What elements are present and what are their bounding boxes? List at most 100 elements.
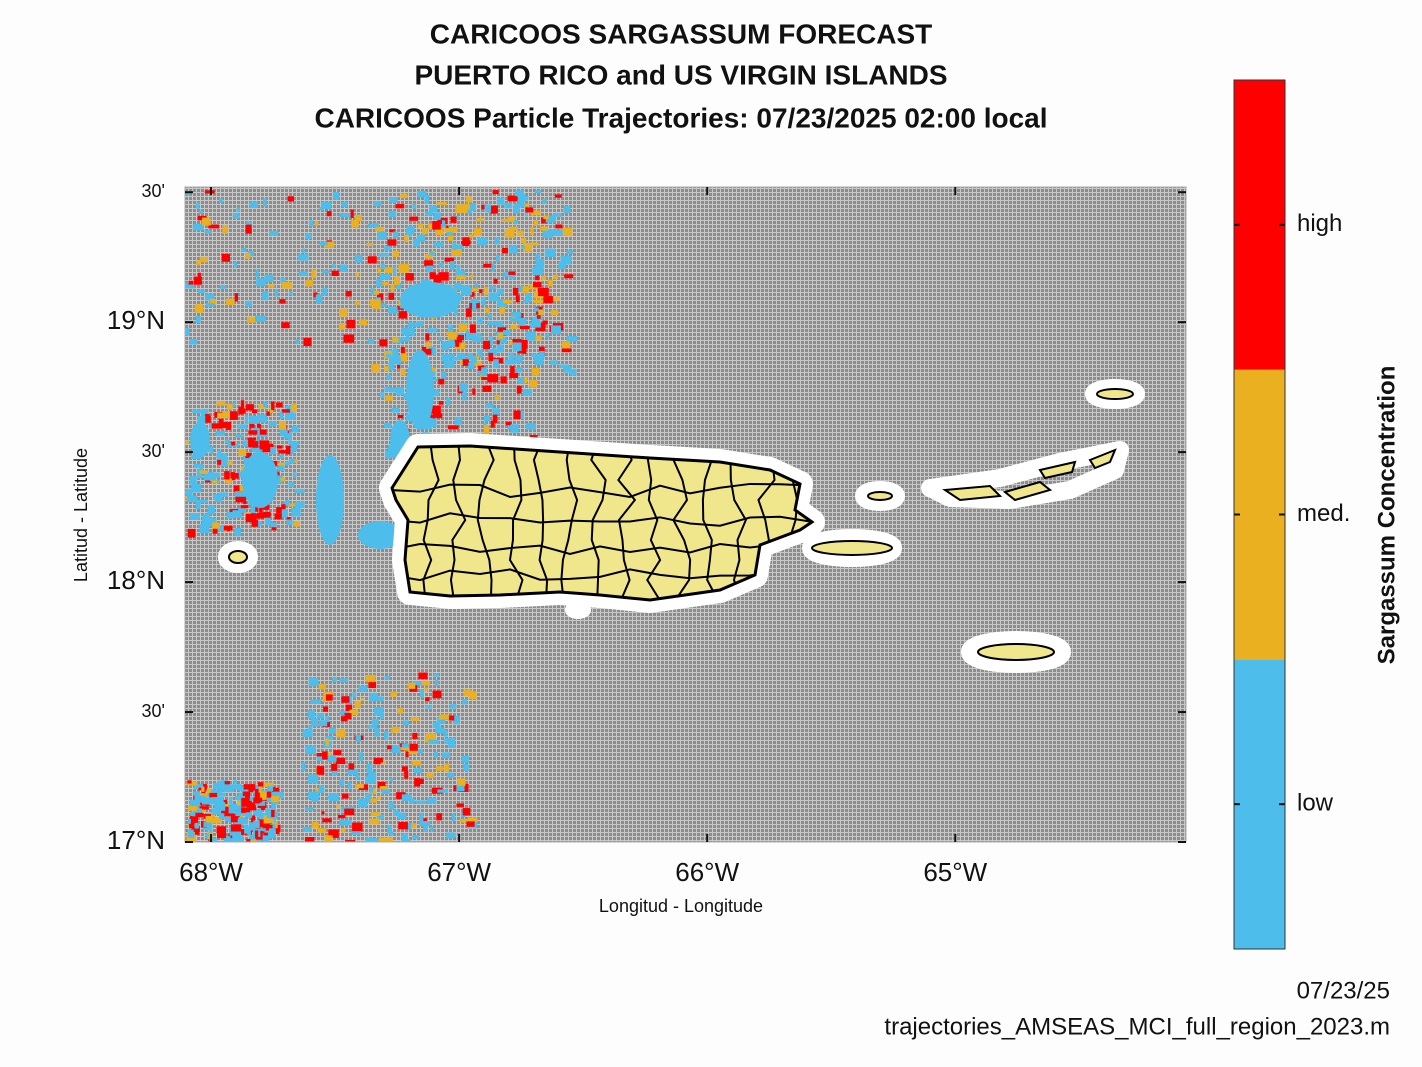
sargassum-cell (377, 796, 381, 800)
sargassum-cell (278, 465, 285, 471)
sargassum-cell (483, 422, 487, 428)
sargassum-cell (393, 809, 399, 817)
sargassum-cell (245, 404, 254, 411)
sargassum-patch (316, 455, 344, 545)
axes: 68°W 67°W 66°W 65°W 17°N 30' 18°N 30' 19°N 30' (107, 181, 1186, 887)
sargassum-cell (234, 491, 246, 497)
sargassum-cell (213, 783, 224, 790)
sargassum-cell (497, 327, 507, 337)
sargassum-cell (382, 837, 393, 842)
sargassum-cell (185, 328, 190, 336)
y-tick-label: 18°N (107, 565, 165, 595)
sargassum-cell (428, 223, 433, 230)
sargassum-cell (514, 203, 525, 208)
sargassum-cell (448, 333, 457, 340)
sargassum-cell (421, 228, 428, 235)
sargassum-cell (284, 461, 290, 466)
sargassum-cell (516, 385, 522, 394)
sargassum-cell (455, 204, 466, 213)
sargassum-cell (239, 813, 243, 820)
sargassum-cell (510, 366, 515, 375)
sargassum-cell (383, 422, 392, 429)
sargassum-cell (308, 677, 319, 687)
sargassum-cell (481, 296, 486, 306)
sargassum-cell (341, 696, 350, 703)
sargassum-cell (339, 264, 348, 272)
sargassum-cell (503, 330, 511, 336)
sargassum-cell (492, 347, 496, 356)
sargassum-cell (400, 347, 405, 354)
sargassum-cell (369, 692, 378, 702)
sargassum-cell (203, 821, 207, 828)
sargassum-cell (504, 202, 513, 209)
sargassum-cell (328, 727, 336, 734)
sargassum-cell (399, 355, 408, 362)
y-axis-label: Latitud - Latitude (71, 448, 91, 582)
sargassum-cell (365, 793, 371, 803)
sargassum-cell (190, 799, 200, 806)
sargassum-cell (429, 272, 436, 279)
sargassum-cell (394, 276, 400, 285)
sargassum-cell (323, 706, 329, 712)
sargassum-cell (262, 835, 270, 842)
sargassum-cell (195, 502, 201, 509)
sargassum-cell (392, 337, 399, 343)
sargassum-cell (537, 315, 541, 319)
sargassum-cell (291, 443, 298, 452)
sargassum-cell (454, 417, 463, 425)
sargassum-cell (311, 822, 319, 829)
sargassum-cell (420, 818, 427, 822)
sargassum-cell (492, 408, 500, 415)
sargassum-cell (255, 269, 259, 278)
sargassum-cell (381, 789, 391, 795)
sargassum-cell (436, 202, 447, 206)
sargassum-cell (345, 704, 353, 711)
sargassum-cell (536, 259, 541, 264)
colorbar-segment (1234, 80, 1285, 370)
sargassum-cell (190, 454, 202, 460)
sargassum-cell (522, 286, 529, 294)
sargassum-cell (425, 697, 430, 702)
sargassum-cell (428, 205, 438, 212)
sargassum-cell (288, 458, 295, 464)
sargassum-cell (499, 307, 506, 315)
sargassum-cell (267, 786, 274, 792)
sargassum-cell (259, 429, 267, 435)
sargassum-patch (400, 282, 460, 318)
sargassum-cell (487, 314, 493, 319)
border (392, 482, 811, 498)
sargassum-cell (352, 822, 363, 832)
sargassum-cell (208, 224, 220, 229)
sargassum-cell (267, 284, 275, 288)
sargassum-cell (197, 499, 208, 503)
sargassum-cell (389, 197, 398, 203)
sargassum-cell (336, 729, 346, 738)
sargassum-cell (523, 318, 527, 324)
sargassum-cell (545, 215, 556, 223)
sargassum-cell (197, 272, 201, 282)
sargassum-cell (313, 292, 318, 298)
sargassum-cell (339, 308, 348, 317)
sargassum-cell (380, 712, 384, 720)
sargassum-cell (426, 772, 435, 779)
sargassum-cell (517, 230, 524, 236)
sargassum-cell (522, 389, 533, 396)
sargassum-cell (354, 700, 361, 708)
sargassum-cell (400, 747, 409, 751)
sargassum-cell (193, 463, 204, 469)
sargassum-cell (285, 445, 291, 455)
sargassum-cell (224, 471, 230, 480)
sargassum-cell (428, 739, 439, 745)
sargassum-cell (535, 275, 540, 281)
sargassum-cell (199, 524, 210, 534)
sargassum-cell (388, 356, 398, 364)
sargassum-cell (346, 319, 356, 329)
sargassum-cell (509, 341, 513, 346)
sargassum-cell (374, 226, 385, 232)
sargassum-cell (347, 782, 352, 789)
sargassum-cell (305, 280, 314, 287)
sargassum-cell (513, 410, 521, 420)
sargassum-cell (517, 286, 524, 293)
sargassum-cell (429, 414, 436, 419)
sargassum-cell (236, 207, 240, 213)
